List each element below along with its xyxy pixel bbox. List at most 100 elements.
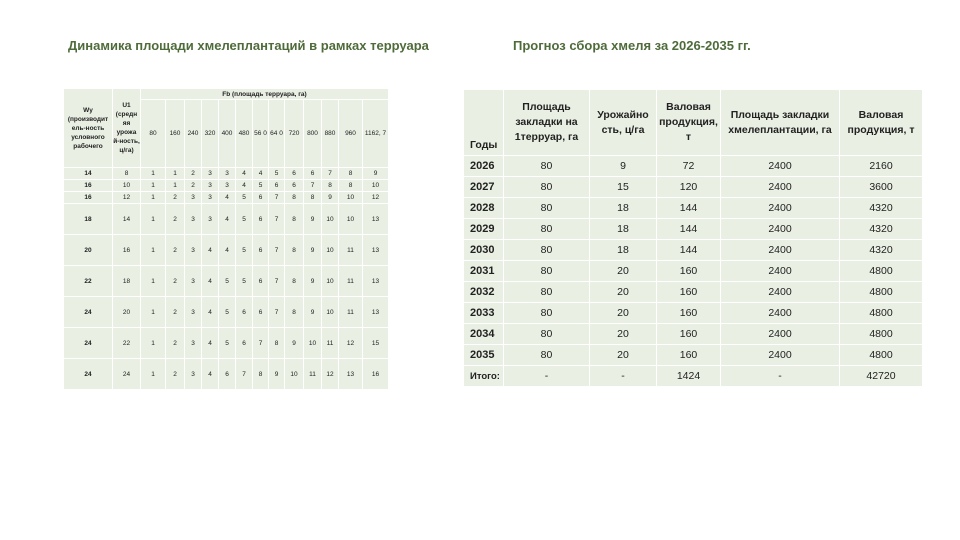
cell-value: 80	[503, 260, 590, 282]
cell-value: 16	[362, 358, 389, 390]
cell-value: 8	[284, 296, 304, 328]
cell-value: 160	[656, 260, 721, 282]
table-row: 2028 80 18 144 2400 4320	[463, 197, 923, 219]
cell-wy: 18	[63, 203, 113, 235]
header-fb-value: 720	[284, 99, 304, 168]
cell-value: 7	[235, 358, 253, 390]
cell-value: 1424	[656, 365, 721, 387]
header-col: Площадь закладки хмелеплантации, га	[720, 89, 840, 156]
cell-value: 7	[268, 234, 285, 266]
cell-value: 7	[268, 296, 285, 328]
cell-u1: 12	[112, 191, 141, 204]
cell-value: 10	[338, 203, 363, 235]
cell-value: 4320	[839, 218, 923, 240]
cell-value: 9	[303, 265, 322, 297]
cell-value: 80	[503, 155, 590, 177]
cell-value: 18	[589, 197, 657, 219]
cell-wy: 24	[63, 327, 113, 359]
cell-value: 2400	[720, 239, 840, 261]
cell-value: 12	[321, 358, 339, 390]
cell-value: 80	[503, 197, 590, 219]
cell-value: 160	[656, 344, 721, 366]
header-fb-value: 160	[165, 99, 185, 168]
cell-value: 9	[303, 203, 322, 235]
cell-value: 6	[252, 234, 269, 266]
cell-value: 2	[165, 265, 185, 297]
cell-value: 3	[184, 234, 202, 266]
cell-value: 8	[321, 179, 339, 192]
cell-value: 3	[184, 327, 202, 359]
cell-value: 1	[165, 167, 185, 180]
cell-value: 5	[235, 203, 253, 235]
cell-year: 2026	[463, 155, 504, 177]
cell-value: 3	[201, 191, 219, 204]
cell-u1: 24	[112, 358, 141, 390]
cell-value: 11	[338, 296, 363, 328]
cell-value: 80	[503, 218, 590, 240]
cell-value: 7	[268, 203, 285, 235]
cell-wy: 24	[63, 358, 113, 390]
cell-value: 2400	[720, 302, 840, 324]
cell-value: 20	[589, 281, 657, 303]
table-row: 16 10 1 1 2 3 3 4 5 6 6 7 8 8 10	[63, 179, 389, 192]
right-title: Прогноз сбора хмеля за 2026-2035 гг.	[513, 38, 751, 53]
cell-value: 2	[165, 296, 185, 328]
cell-year: 2029	[463, 218, 504, 240]
cell-year: 2028	[463, 197, 504, 219]
cell-value: 4320	[839, 197, 923, 219]
cell-value: 6	[268, 179, 285, 192]
cell-value: 2400	[720, 155, 840, 177]
cell-value: 20	[589, 344, 657, 366]
cell-value: 8	[284, 234, 304, 266]
cell-value: 4320	[839, 239, 923, 261]
cell-value: 9	[268, 358, 285, 390]
cell-value: 2400	[720, 176, 840, 198]
header-fb-value: 960	[338, 99, 363, 168]
cell-year: 2035	[463, 344, 504, 366]
cell-value: 9	[321, 191, 339, 204]
header-wy: Wy (производит ель-ность условного рабоч…	[63, 88, 113, 168]
cell-wy: 24	[63, 296, 113, 328]
header-col: Валовая продукция, т	[839, 89, 923, 156]
cell-value: 11	[303, 358, 322, 390]
cell-value: 1	[140, 179, 166, 192]
header-col: Урожайно сть, ц/га	[589, 89, 657, 156]
cell-value: 5	[235, 234, 253, 266]
cell-value: 4	[201, 234, 219, 266]
cell-value: 80	[503, 323, 590, 345]
cell-value: 4800	[839, 302, 923, 324]
cell-value: 72	[656, 155, 721, 177]
header-u1: U1 (средн яя урожа й-ность, ц/га)	[112, 88, 141, 168]
cell-value: 3	[218, 167, 236, 180]
table-row: 2026 80 9 72 2400 2160	[463, 155, 923, 177]
cell-value: 20	[589, 260, 657, 282]
table-row: 24 22 1 2 3 4 5 6 7 8 9 10 11 12 15	[63, 327, 389, 359]
cell-value: 5	[218, 327, 236, 359]
cell-value: 3	[184, 296, 202, 328]
cell-value: 20	[589, 302, 657, 324]
cell-value: 3	[218, 179, 236, 192]
cell-value: 20	[589, 323, 657, 345]
cell-value: 1	[140, 358, 166, 390]
cell-value: 10	[303, 327, 322, 359]
cell-value: 7	[321, 167, 339, 180]
cell-value: 4	[235, 179, 253, 192]
cell-value: 1	[140, 327, 166, 359]
cell-value: 9	[303, 296, 322, 328]
cell-wy: 14	[63, 167, 113, 180]
cell-value: 6	[218, 358, 236, 390]
cell-value: 2	[184, 167, 202, 180]
header-fb-group: Fb (площадь терруара, га)	[140, 88, 389, 100]
cell-value: 80	[503, 176, 590, 198]
cell-value: 9	[362, 167, 389, 180]
cell-value: 5	[218, 265, 236, 297]
cell-value: 11	[338, 234, 363, 266]
terroir-area-table: Wy (производит ель-ность условного рабоч…	[63, 88, 389, 390]
table-row: 14 8 1 1 2 3 3 4 4 5 6 6 7 8 9	[63, 167, 389, 180]
header-fb-value: 240	[184, 99, 202, 168]
cell-value: 4800	[839, 281, 923, 303]
cell-year: 2033	[463, 302, 504, 324]
cell-value: 18	[589, 218, 657, 240]
cell-value: 160	[656, 281, 721, 303]
cell-value: 4	[201, 327, 219, 359]
